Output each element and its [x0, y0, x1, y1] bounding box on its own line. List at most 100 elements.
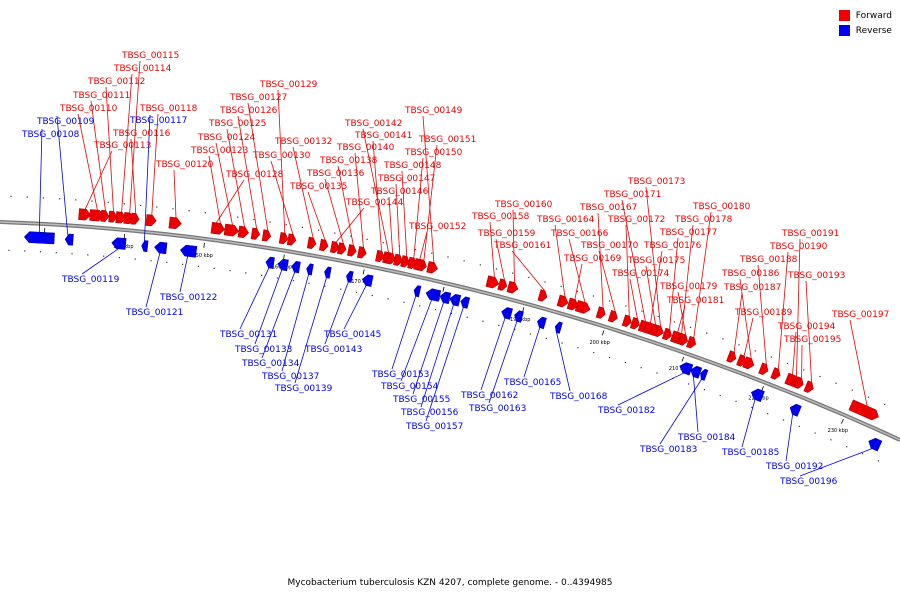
gene-feature-tbsg-00140[interactable] — [357, 246, 367, 259]
gene-label-tbsg-00121[interactable]: TBSG_00121 — [125, 308, 183, 318]
gene-feature-tbsg-00166[interactable] — [574, 300, 592, 315]
gene-label-tbsg-00172[interactable]: TBSG_00172 — [607, 215, 665, 225]
gene-label-tbsg-00148[interactable]: TBSG_00148 — [383, 161, 442, 171]
gene-feature-tbsg-00162[interactable] — [500, 306, 513, 320]
gene-label-tbsg-00160[interactable]: TBSG_00160 — [494, 200, 553, 210]
gene-feature-tbsg-00185[interactable] — [749, 387, 765, 403]
gene-label-tbsg-00134[interactable]: TBSG_00134 — [241, 359, 300, 369]
gene-label-tbsg-00115[interactable]: TBSG_00115 — [121, 51, 179, 61]
gene-label-tbsg-00135[interactable]: TBSG_00135 — [289, 182, 347, 192]
gene-feature-tbsg-00133[interactable] — [277, 258, 289, 272]
gene-label-tbsg-00182[interactable]: TBSG_00182 — [597, 406, 655, 416]
gene-feature-tbsg-00131[interactable] — [265, 256, 275, 269]
gene-label-tbsg-00108[interactable]: TBSG_00108 — [21, 130, 80, 140]
gene-label-tbsg-00111[interactable]: TBSG_00111 — [72, 91, 130, 101]
gene-feature-tbsg-00116[interactable] — [130, 212, 140, 225]
gene-label-tbsg-00156[interactable]: TBSG_00156 — [400, 408, 459, 418]
gene-label-tbsg-00189[interactable]: TBSG_00189 — [734, 308, 793, 318]
gene-label-tbsg-00164[interactable]: TBSG_00164 — [536, 215, 595, 225]
gene-label-tbsg-00118[interactable]: TBSG_00118 — [139, 104, 198, 114]
gene-feature-tbsg-00197[interactable] — [848, 399, 881, 422]
gene-feature-tbsg-00170[interactable] — [607, 310, 619, 323]
gene-label-tbsg-00153[interactable]: TBSG_00153 — [371, 370, 429, 380]
gene-label-tbsg-00181[interactable]: TBSG_00181 — [666, 296, 724, 306]
gene-feature-tbsg-00168[interactable] — [554, 321, 563, 334]
gene-label-tbsg-00183[interactable]: TBSG_00183 — [639, 445, 697, 455]
gene-label-tbsg-00119[interactable]: TBSG_00119 — [61, 275, 120, 285]
gene-feature-tbsg-00124[interactable] — [223, 223, 239, 237]
gene-label-tbsg-00146[interactable]: TBSG_00146 — [370, 187, 429, 197]
gene-label-tbsg-00129[interactable]: TBSG_00129 — [259, 80, 318, 90]
gene-feature-tbsg-00126[interactable] — [250, 227, 261, 240]
gene-label-tbsg-00117[interactable]: TBSG_00117 — [129, 116, 187, 126]
gene-label-tbsg-00125[interactable]: TBSG_00125 — [208, 119, 266, 129]
gene-feature-tbsg-00152[interactable] — [413, 258, 423, 271]
gene-feature-tbsg-00130[interactable] — [286, 233, 297, 246]
gene-label-tbsg-00167[interactable]: TBSG_00167 — [579, 203, 637, 213]
gene-label-tbsg-00197[interactable]: TBSG_00197 — [831, 310, 889, 320]
gene-label-tbsg-00126[interactable]: TBSG_00126 — [219, 106, 278, 116]
gene-label-tbsg-00112[interactable]: TBSG_00112 — [87, 77, 145, 87]
gene-feature-tbsg-00183[interactable] — [699, 368, 709, 381]
gene-feature-tbsg-00145[interactable] — [361, 274, 374, 287]
gene-feature-tbsg-00154[interactable] — [425, 288, 442, 302]
gene-feature-tbsg-00163[interactable] — [513, 310, 524, 323]
gene-feature-tbsg-00192[interactable] — [788, 402, 802, 417]
gene-feature-tbsg-00187[interactable] — [726, 350, 738, 364]
gene-feature-tbsg-00155[interactable] — [439, 291, 452, 305]
gene-feature-tbsg-00144[interactable] — [329, 240, 340, 254]
gene-feature-tbsg-00167[interactable] — [595, 306, 607, 320]
gene-label-tbsg-00178[interactable]: TBSG_00178 — [674, 215, 733, 225]
gene-feature-tbsg-00161[interactable] — [537, 289, 549, 303]
gene-label-tbsg-00159[interactable]: TBSG_00159 — [477, 229, 536, 239]
gene-label-tbsg-00128[interactable]: TBSG_00128 — [225, 170, 284, 180]
gene-label-tbsg-00155[interactable]: TBSG_00155 — [392, 395, 450, 405]
gene-label-tbsg-00133[interactable]: TBSG_00133 — [234, 345, 292, 355]
gene-label-tbsg-00168[interactable]: TBSG_00168 — [549, 392, 608, 402]
gene-label-tbsg-00113[interactable]: TBSG_00113 — [93, 141, 151, 151]
gene-label-tbsg-00127[interactable]: TBSG_00127 — [229, 93, 287, 103]
gene-label-tbsg-00132[interactable]: TBSG_00132 — [274, 137, 332, 147]
gene-feature-tbsg-00193[interactable] — [803, 380, 816, 394]
gene-feature-tbsg-00128[interactable] — [210, 221, 220, 234]
gene-feature-tbsg-00141[interactable] — [375, 249, 385, 263]
gene-label-tbsg-00190[interactable]: TBSG_00190 — [769, 242, 828, 252]
gene-label-tbsg-00163[interactable]: TBSG_00163 — [468, 404, 526, 414]
gene-label-tbsg-00187[interactable]: TBSG_00187 — [723, 283, 781, 293]
gene-label-tbsg-00192[interactable]: TBSG_00192 — [765, 462, 823, 472]
gene-feature-tbsg-00196[interactable] — [866, 436, 883, 452]
gene-feature-tbsg-00159[interactable] — [497, 278, 509, 292]
gene-feature-tbsg-00132[interactable] — [306, 236, 317, 249]
gene-feature-tbsg-00125[interactable] — [237, 225, 249, 238]
gene-label-tbsg-00174[interactable]: TBSG_00174 — [611, 269, 670, 279]
gene-feature-tbsg-00153[interactable] — [413, 285, 422, 298]
gene-label-tbsg-00150[interactable]: TBSG_00150 — [404, 148, 463, 158]
gene-label-tbsg-00195[interactable]: TBSG_00195 — [783, 335, 841, 345]
gene-label-tbsg-00166[interactable]: TBSG_00166 — [550, 229, 609, 239]
gene-label-tbsg-00136[interactable]: TBSG_00136 — [306, 169, 365, 179]
gene-label-tbsg-00185[interactable]: TBSG_00185 — [721, 448, 779, 458]
gene-label-tbsg-00169[interactable]: TBSG_00169 — [563, 254, 622, 264]
gene-feature-tbsg-00122[interactable] — [180, 244, 198, 258]
gene-label-tbsg-00184[interactable]: TBSG_00184 — [677, 433, 736, 443]
gene-label-tbsg-00193[interactable]: TBSG_00193 — [787, 271, 845, 281]
gene-feature-tbsg-00157[interactable] — [459, 296, 471, 309]
gene-label-tbsg-00194[interactable]: TBSG_00194 — [777, 322, 836, 332]
gene-label-tbsg-00173[interactable]: TBSG_00173 — [627, 177, 685, 187]
gene-label-tbsg-00179[interactable]: TBSG_00179 — [659, 282, 718, 292]
gene-feature-tbsg-00135[interactable] — [318, 238, 329, 252]
gene-feature-tbsg-00165[interactable] — [536, 316, 547, 330]
gene-label-tbsg-00176[interactable]: TBSG_00176 — [643, 241, 702, 251]
gene-feature-tbsg-00184[interactable] — [689, 365, 703, 379]
gene-label-tbsg-00157[interactable]: TBSG_00157 — [405, 422, 463, 432]
gene-label-tbsg-00188[interactable]: TBSG_00188 — [739, 255, 798, 265]
gene-feature-tbsg-00160[interactable] — [506, 280, 519, 294]
gene-label-tbsg-00161[interactable]: TBSG_00161 — [493, 241, 551, 251]
gene-label-tbsg-00165[interactable]: TBSG_00165 — [503, 378, 561, 388]
gene-feature-tbsg-00139[interactable] — [323, 266, 332, 279]
gene-label-tbsg-00170[interactable]: TBSG_00170 — [580, 241, 639, 251]
gene-feature-tbsg-00190[interactable] — [770, 367, 782, 381]
gene-label-tbsg-00141[interactable]: TBSG_00141 — [354, 131, 412, 141]
gene-label-tbsg-00158[interactable]: TBSG_00158 — [471, 212, 530, 222]
gene-label-tbsg-00143[interactable]: TBSG_00143 — [304, 345, 362, 355]
